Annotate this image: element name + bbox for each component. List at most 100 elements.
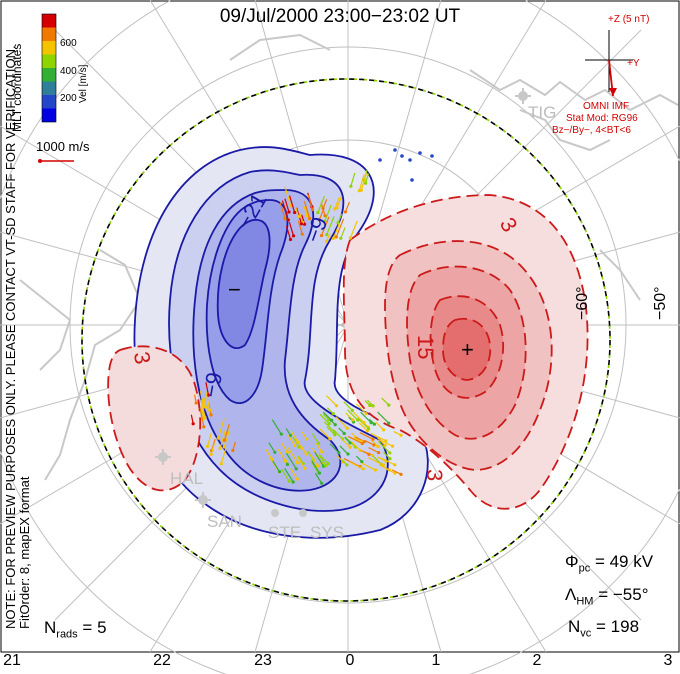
velocity-vector	[205, 382, 210, 396]
velocity-vector	[344, 201, 351, 213]
velocity-vector	[268, 442, 276, 453]
preview-note: NOTE: FOR PREVIEW PURPOSES ONLY. PLEASE …	[3, 45, 32, 629]
vector-origin	[370, 453, 375, 458]
reference-vector	[38, 159, 74, 163]
vector-origin	[384, 459, 388, 463]
vector-origin	[343, 210, 348, 214]
vector-origin	[207, 408, 212, 412]
velocity-vector	[339, 445, 349, 455]
vector-origin	[283, 459, 288, 463]
velocity-vector	[271, 419, 282, 435]
velocity-vector	[367, 456, 384, 466]
velocity-vector	[370, 432, 387, 442]
velocity-vector	[264, 448, 273, 460]
vector-origin	[194, 401, 198, 405]
velocity-vector	[285, 225, 292, 240]
colorbar-segment	[42, 27, 56, 41]
vector-origin	[302, 222, 307, 226]
mlt-label-1: 1	[431, 652, 441, 669]
velocity-vector	[211, 438, 216, 451]
vector-origin	[359, 188, 363, 192]
vector-origin	[296, 440, 300, 444]
nrads-subscript: rads	[56, 628, 78, 641]
colorbar-tick-200: 200	[60, 93, 77, 104]
vector-origin	[291, 234, 296, 238]
vector-origin	[334, 404, 339, 408]
vector-origin	[408, 158, 412, 162]
velocity-vector	[284, 468, 294, 483]
vector-origin	[348, 441, 352, 445]
velocity-vector	[200, 406, 205, 419]
heppner-maynard-boundary	[81, 78, 611, 602]
velocity-vector	[377, 437, 386, 446]
vector-origin	[361, 467, 365, 471]
colorbar-segment	[42, 68, 56, 82]
velocity-vector	[335, 218, 345, 238]
vector-origin	[293, 444, 297, 448]
velocity-vector	[311, 460, 321, 474]
radar-count: Nrads = 5	[44, 618, 107, 640]
velocity-vector	[346, 409, 359, 421]
vector-origin	[285, 462, 290, 467]
colorbar-segment	[42, 108, 56, 122]
velocity-vector	[290, 430, 299, 443]
vector-origin	[410, 178, 414, 182]
vector-origin	[418, 151, 422, 155]
vector-origin	[320, 481, 324, 485]
vector-origin	[345, 463, 349, 467]
velocity-vector	[379, 439, 393, 447]
velocity-vector	[318, 208, 325, 221]
vector-origin	[333, 207, 337, 211]
velocity-vector	[288, 195, 296, 213]
coastlines	[19, 33, 679, 481]
velocity-vector	[292, 436, 300, 448]
vector-origin	[372, 422, 376, 426]
colorbar-segment	[42, 81, 56, 95]
velocity-vector	[317, 195, 326, 213]
velocity-vector	[381, 397, 390, 406]
vector-origin	[388, 457, 392, 461]
vector-origin	[310, 208, 315, 212]
velocity-vector	[203, 397, 207, 408]
vector-origin	[293, 210, 297, 215]
velocity-vector	[279, 202, 286, 220]
vector-origin	[363, 181, 368, 185]
velocity-vector	[319, 455, 327, 466]
vector-origin	[345, 426, 349, 430]
vector-origin	[287, 479, 291, 483]
vector-origin	[373, 468, 378, 472]
vector-origin	[316, 441, 321, 445]
velocity-vector	[210, 443, 215, 455]
velocity-vector	[318, 453, 329, 465]
velocity-vector	[199, 408, 205, 427]
colorbar-outline	[41, 13, 57, 123]
vector-origin	[333, 423, 337, 427]
vector-origin	[326, 462, 330, 466]
imf-source: OMNI IMF	[583, 101, 629, 112]
vector-origin	[366, 427, 371, 431]
velocity-vector	[311, 433, 320, 444]
velocity-vector	[303, 201, 311, 219]
vector-origin	[378, 158, 382, 162]
fitorder-line: FitOrder: 8, mapEX format	[17, 476, 32, 629]
vector-origin	[346, 452, 350, 456]
velocity-vector	[284, 186, 292, 206]
latitude-label-50: −50°	[652, 286, 669, 320]
colorbar-label: Vel [m/s]	[78, 64, 89, 103]
mlt-label-23: 23	[254, 652, 272, 669]
mlt-label-2: 2	[532, 652, 542, 669]
lambda-subscript: HM	[576, 595, 594, 608]
velocity-vector	[314, 472, 323, 484]
vector-origin	[231, 448, 235, 453]
plot-title: 09/Jul/2000 23:00−23:02 UT	[219, 6, 461, 27]
potential-min-marker: −	[228, 277, 241, 302]
vector-origin	[317, 218, 321, 222]
velocity-vector	[284, 198, 290, 213]
station-marker-san	[195, 492, 211, 508]
vector-origin	[376, 444, 380, 449]
velocity-vector	[200, 399, 206, 418]
velocity-vector	[277, 448, 287, 462]
vector-origin	[331, 412, 335, 416]
station-marker-ste	[271, 509, 279, 517]
phi-subscript: pc	[578, 562, 591, 575]
